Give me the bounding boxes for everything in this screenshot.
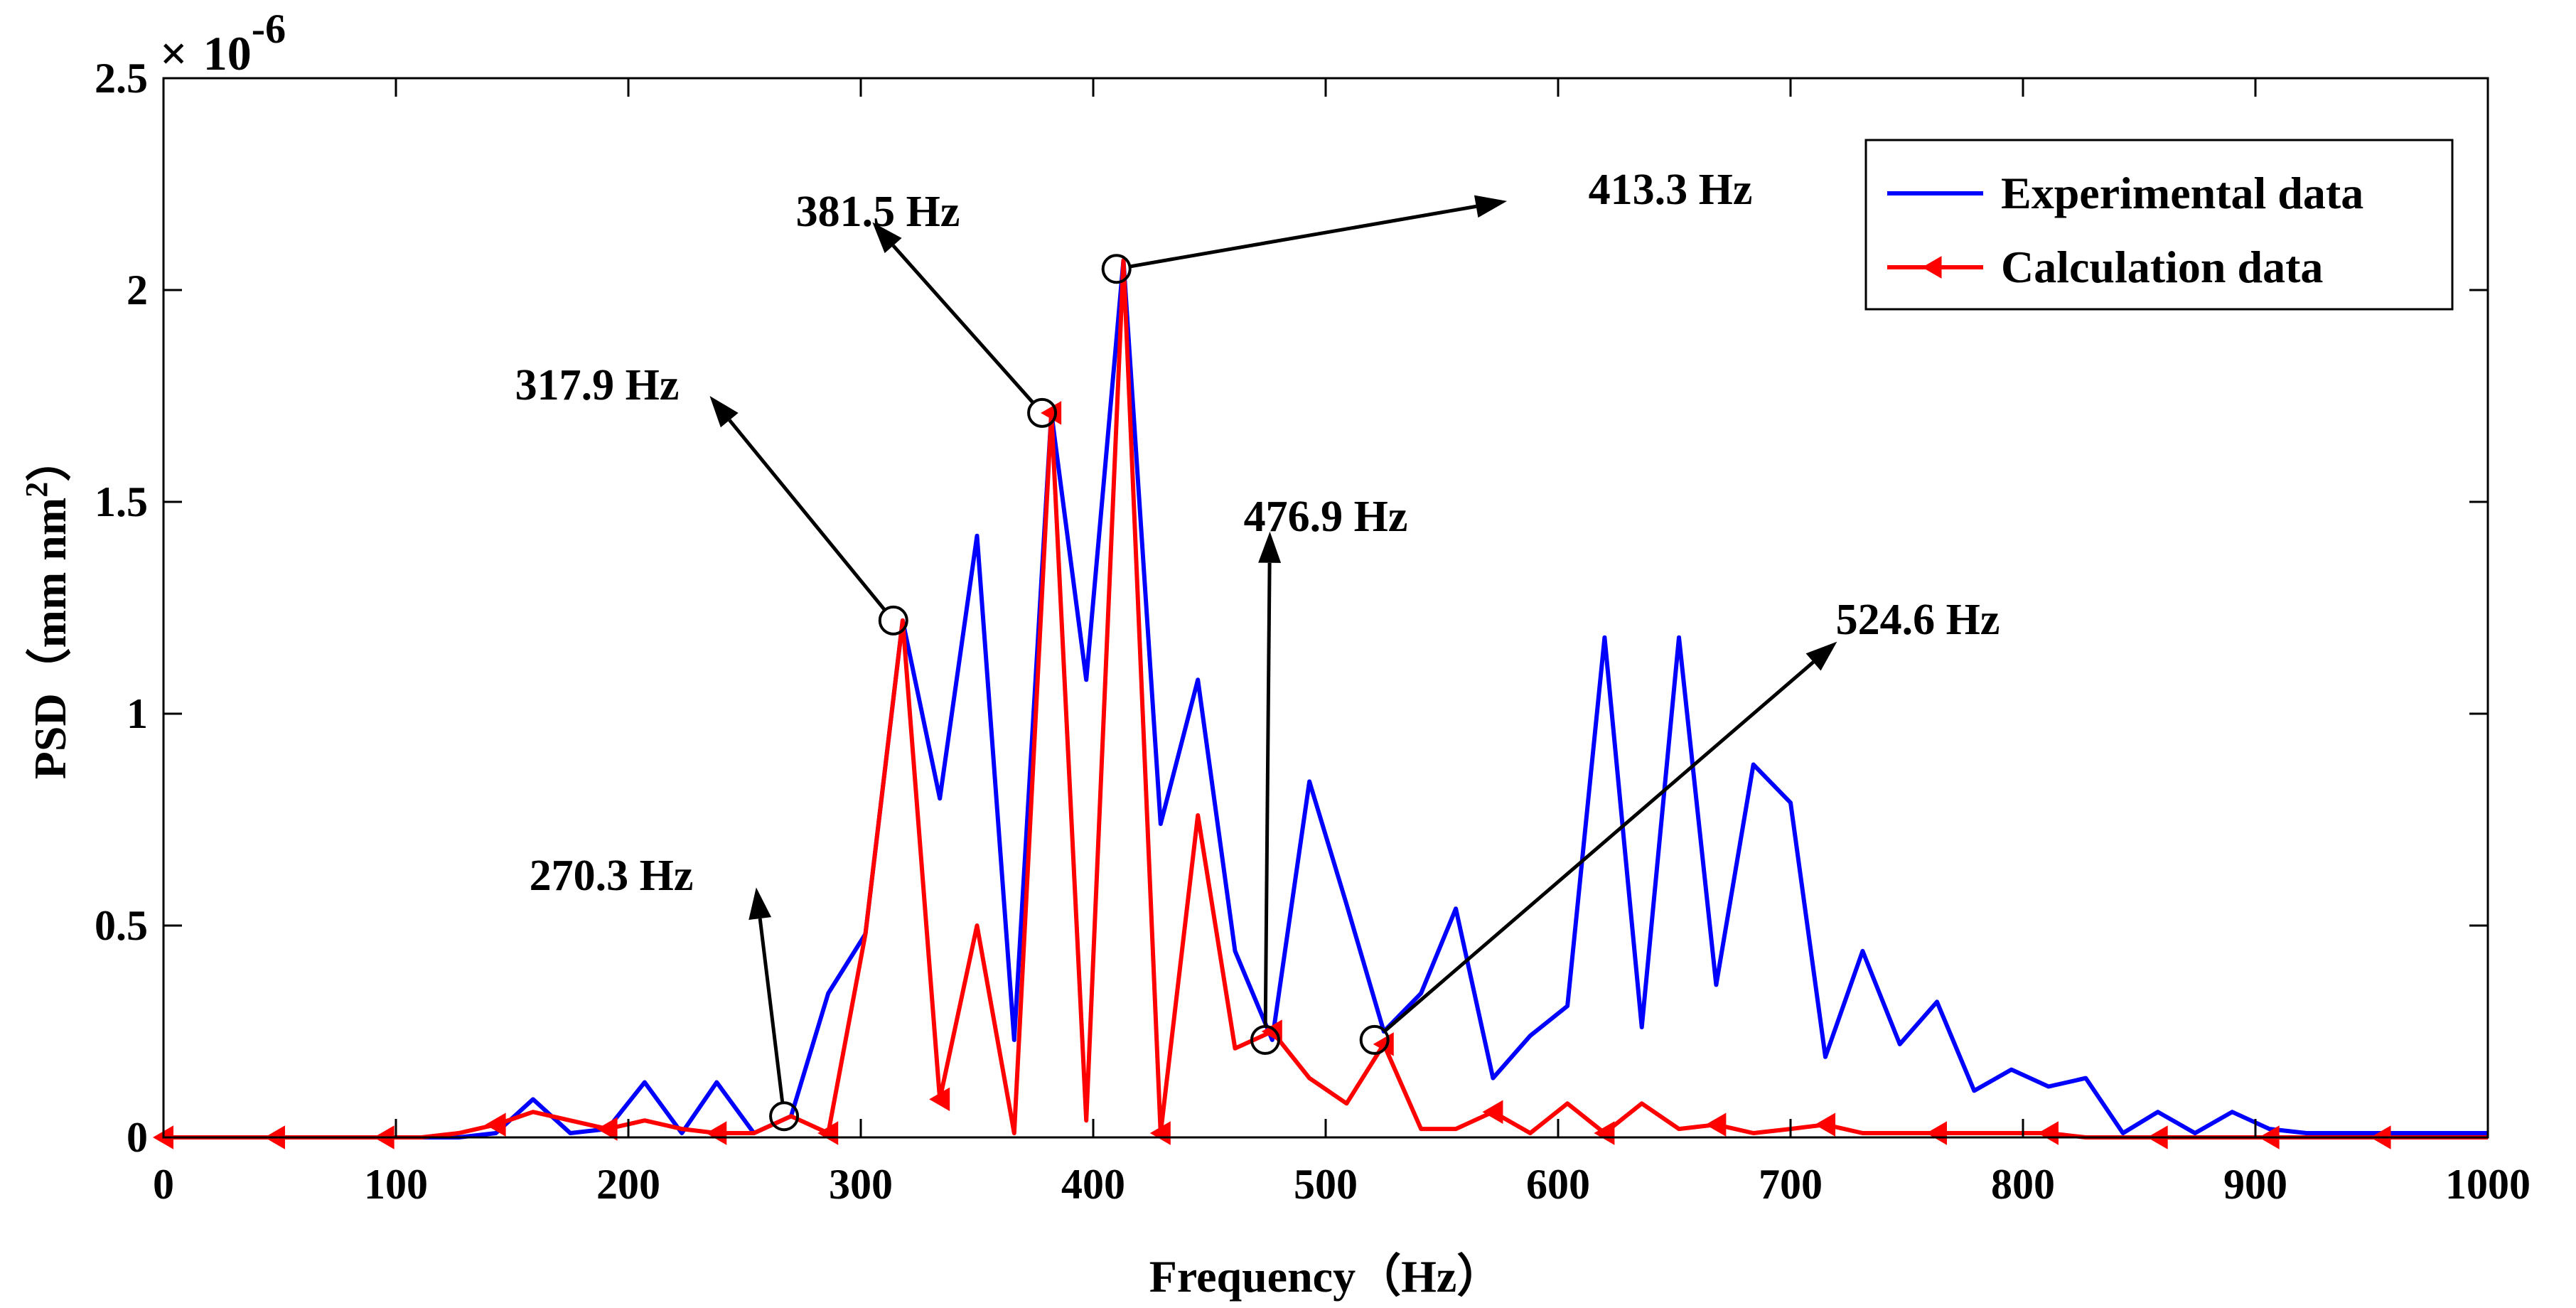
x-tick-label: 500	[1294, 1161, 1358, 1208]
annotation-circle	[878, 605, 908, 636]
calculation-marker	[1926, 1121, 1948, 1145]
annotation-label: 270.3 Hz	[530, 852, 694, 900]
legend-label-calculation: Calculation data	[2001, 242, 2323, 292]
y-axis-title-main: PSD（mm nm	[25, 498, 75, 779]
y-multiplier: × 10-6	[160, 6, 286, 80]
y-multiplier-base: 10	[203, 26, 252, 80]
x-axis: 0 100 200 300 400 500 600 700 800 900 1000	[153, 78, 2531, 1208]
x-tick-label: 100	[364, 1161, 428, 1208]
y-axis: 0 0.5 1 1.5 2 2.5	[95, 55, 2488, 1161]
annotation-arrow-line	[1129, 204, 1477, 269]
annotation-circle	[1250, 1024, 1280, 1055]
y-tick-label: 1.5	[95, 478, 148, 525]
y-tick-label: 2.5	[95, 55, 148, 102]
annotation-arrowhead	[709, 396, 739, 428]
legend-label-experimental: Experimental data	[2001, 168, 2363, 218]
x-tick-label: 300	[829, 1161, 893, 1208]
calculation-marker	[1594, 1121, 1615, 1145]
calculation-marker	[1261, 1019, 1282, 1044]
x-tick-label: 600	[1526, 1161, 1590, 1208]
annotation-circle	[769, 1101, 800, 1132]
y-axis-title-close: ）	[25, 436, 75, 482]
x-axis-title: Frequency（Hz）	[1149, 1251, 1503, 1302]
calculation-marker	[817, 1121, 839, 1145]
annotation-label: 413.3 Hz	[1589, 166, 1753, 214]
annotation-label: 381.5 Hz	[796, 188, 960, 236]
annotation-arrow-line	[758, 918, 785, 1103]
plot-lines	[163, 258, 2488, 1140]
annotation-arrowhead	[1805, 641, 1837, 671]
calculation-marker	[1482, 1100, 1503, 1124]
legend-marker-calculation	[1921, 256, 1942, 279]
annotation-arrow-line	[891, 244, 1034, 404]
annotation-circle	[1027, 397, 1058, 428]
calculation-marker	[929, 1087, 950, 1112]
x-tick-label: 900	[2223, 1161, 2287, 1208]
x-tick-label: 700	[1759, 1161, 1823, 1208]
calculation-marker	[485, 1113, 506, 1137]
calculation-marker	[1705, 1113, 1727, 1137]
calculation-marker	[596, 1117, 618, 1141]
y-multiplier-exponent: -6	[252, 6, 286, 52]
annotation-label: 317.9 Hz	[515, 361, 680, 409]
calculation-marker	[1149, 1121, 1171, 1145]
calculation-marker	[706, 1121, 727, 1145]
y-tick-label: 1	[127, 690, 148, 737]
x-tick-label: 800	[1991, 1161, 2055, 1208]
legend-box	[1864, 139, 2454, 311]
series-line-experimental	[163, 258, 2488, 1140]
legend: Experimental data Calculation data	[1864, 139, 2454, 311]
annotation-arrow-line	[728, 419, 886, 611]
x-tick-label: 200	[596, 1161, 660, 1208]
y-tick-label: 0.5	[95, 902, 148, 949]
series-line-calculation	[163, 258, 2488, 1140]
annotation-circle	[1359, 1024, 1390, 1055]
y-axis-title-superscript: 2	[19, 482, 54, 498]
y-axis-title: PSD（mm nm2）	[19, 436, 75, 779]
annotation-arrow-line	[1384, 660, 1815, 1032]
y-multiplier-symbol: ×	[160, 26, 188, 80]
annotation-arrowhead	[1474, 195, 1508, 218]
annotation-arrowhead	[1258, 531, 1282, 563]
annotation-arrowhead	[872, 222, 902, 254]
annotations: 270.3 Hz 317.9 Hz 381.5 Hz 413.3 Hz 476.9 Hz…	[515, 166, 2000, 1132]
annotation-arrowhead	[748, 887, 772, 920]
y-tick-label: 0	[127, 1114, 148, 1161]
y-tick-label: 2	[127, 267, 148, 313]
x-tick-label: 0	[153, 1161, 174, 1208]
calculation-marker	[2037, 1121, 2059, 1145]
annotation-circle	[1101, 254, 1132, 284]
calculation-marker	[1815, 1113, 1836, 1137]
annotation-label: 476.9 Hz	[1244, 493, 1408, 541]
x-tick-label: 400	[1061, 1161, 1125, 1208]
annotation-arrow-line	[1263, 562, 1272, 1026]
annotation-label: 524.6 Hz	[1836, 596, 2000, 644]
x-tick-label: 1000	[2445, 1161, 2531, 1208]
